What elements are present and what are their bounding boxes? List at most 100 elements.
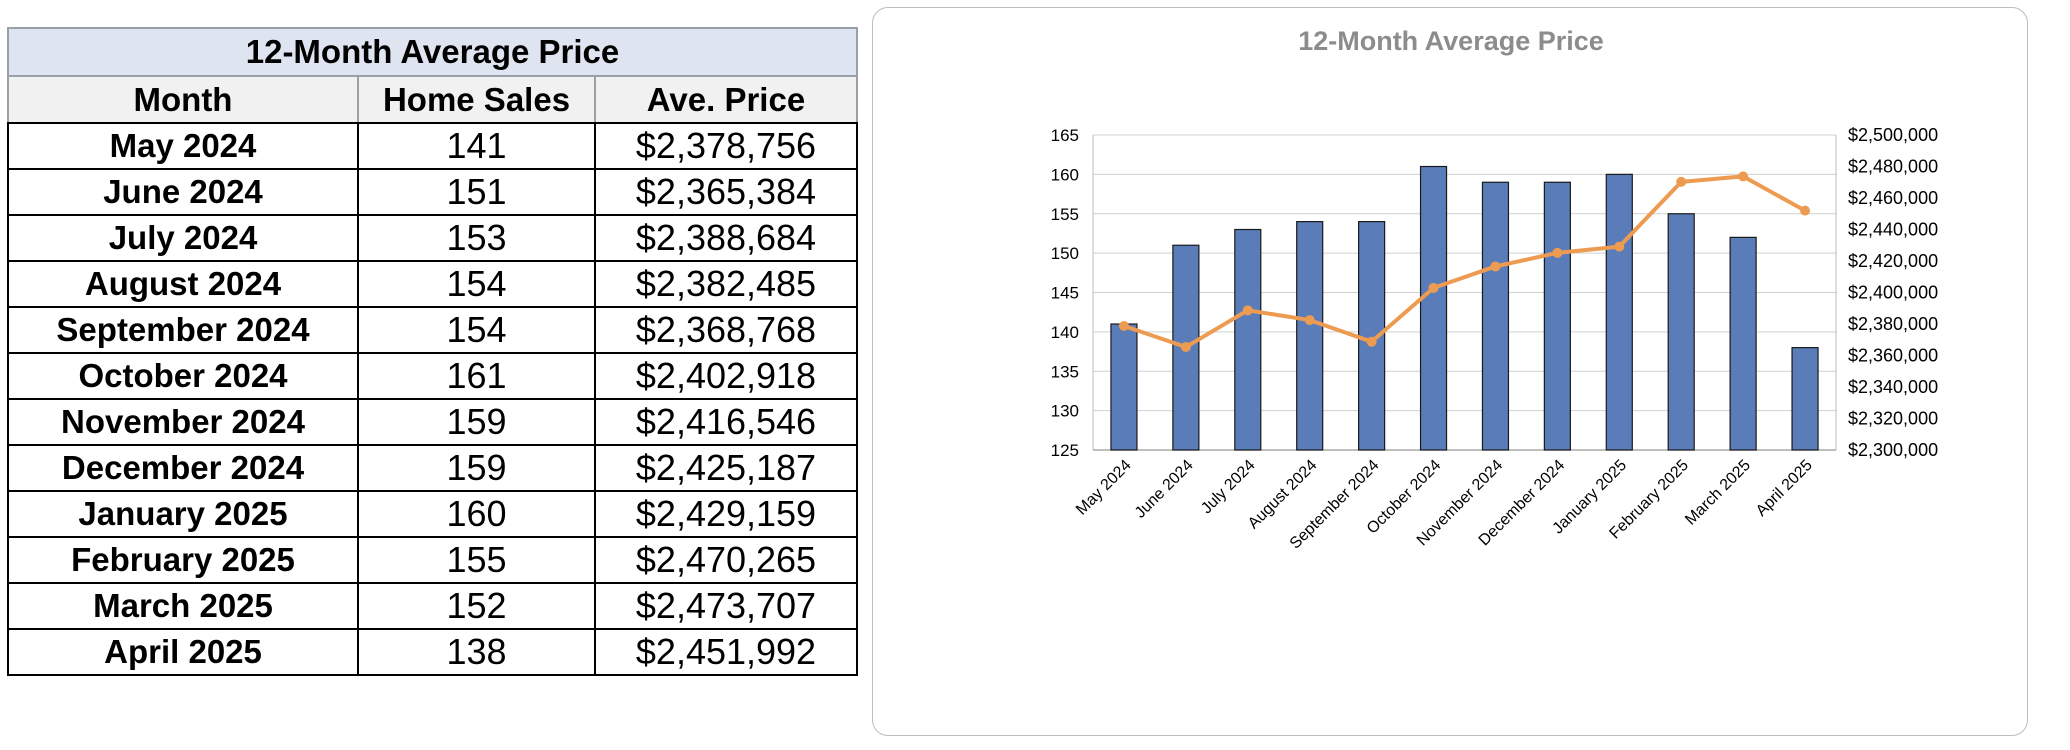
- month-cell: March 2025: [7, 582, 359, 630]
- month-cell: August 2024: [7, 260, 359, 308]
- y2-tick-label: $2,460,000: [1848, 188, 1938, 208]
- price-cell: $2,365,384: [594, 168, 858, 216]
- price-point: [1676, 176, 1687, 187]
- table-row: January 2025 160 $2,429,159: [7, 490, 858, 538]
- y2-tick-label: $2,340,000: [1848, 377, 1938, 397]
- y2-tick-label: $2,440,000: [1848, 220, 1938, 240]
- bar: [1234, 228, 1262, 451]
- month-cell: December 2024: [7, 444, 359, 492]
- x-tick-label: April 2025: [1753, 457, 1816, 520]
- sales-cell: 161: [357, 352, 596, 400]
- price-cell: $2,388,684: [594, 214, 858, 262]
- y2-tick-label: $2,320,000: [1848, 409, 1938, 429]
- sales-cell: 153: [357, 214, 596, 262]
- bar: [1296, 221, 1324, 451]
- bar: [1729, 236, 1757, 451]
- y2-tick-label: $2,380,000: [1848, 314, 1938, 334]
- month-cell: May 2024: [7, 122, 359, 170]
- table-row: June 2024 151 $2,365,384: [7, 168, 858, 216]
- table-row: December 2024 159 $2,425,187: [7, 444, 858, 492]
- price-cell: $2,451,992: [594, 628, 858, 676]
- price-cell: $2,402,918: [594, 352, 858, 400]
- y-tick-label: 140: [1051, 323, 1079, 342]
- price-point: [1180, 342, 1191, 353]
- y2-tick-label: $2,420,000: [1848, 251, 1938, 271]
- chart-panel: 12-Month Average Price 165 160 155 150 145 14…: [872, 7, 2028, 736]
- month-cell: July 2024: [7, 214, 359, 262]
- price-table: 12-Month Average Price Month Home Sales …: [7, 27, 858, 676]
- price-point: [1304, 315, 1315, 326]
- y-tick-label: 145: [1051, 284, 1079, 303]
- combo-chart: 12-Month Average Price 165 160 155 150 145 14…: [1051, 26, 1938, 552]
- sales-cell: 141: [357, 122, 596, 170]
- table-row: August 2024 154 $2,382,485: [7, 260, 858, 308]
- header-month: Month: [7, 75, 359, 124]
- x-tick-label: June 2024: [1132, 457, 1197, 522]
- month-cell: November 2024: [7, 398, 359, 446]
- bar: [1543, 181, 1571, 451]
- y-tick-label: 135: [1051, 362, 1079, 381]
- y-tick-label: 130: [1051, 402, 1079, 421]
- y2-tick-label: $2,480,000: [1848, 157, 1938, 177]
- table-row: April 2025 138 $2,451,992: [7, 628, 858, 676]
- sales-cell: 151: [357, 168, 596, 216]
- bar: [1791, 347, 1819, 451]
- sales-cell: 154: [357, 260, 596, 308]
- month-cell: October 2024: [7, 352, 359, 400]
- price-cell: $2,425,187: [594, 444, 858, 492]
- table-row: October 2024 161 $2,402,918: [7, 352, 858, 400]
- price-point: [1614, 241, 1625, 252]
- price-point: [1428, 282, 1439, 293]
- price-cell: $2,378,756: [594, 122, 858, 170]
- y2-tick-label: $2,500,000: [1848, 125, 1938, 145]
- chart-title: 12-Month Average Price: [1298, 26, 1604, 56]
- price-point: [1366, 336, 1377, 347]
- table-row: November 2024 159 $2,416,546: [7, 398, 858, 446]
- price-cell: $2,429,159: [594, 490, 858, 538]
- y-tick-label: 165: [1051, 126, 1079, 145]
- table-title: 12-Month Average Price: [7, 27, 858, 77]
- x-tick-label: May 2024: [1073, 457, 1135, 519]
- price-cell: $2,382,485: [594, 260, 858, 308]
- header-home-sales: Home Sales: [357, 75, 596, 124]
- sales-cell: 155: [357, 536, 596, 584]
- price-cell: $2,473,707: [594, 582, 858, 630]
- sales-cell: 159: [357, 444, 596, 492]
- price-point: [1118, 320, 1129, 331]
- table-row: September 2024 154 $2,368,768: [7, 306, 858, 354]
- y2-tick-label: $2,360,000: [1848, 346, 1938, 366]
- month-cell: January 2025: [7, 490, 359, 538]
- table-row: March 2025 152 $2,473,707: [7, 582, 858, 630]
- bar: [1667, 213, 1695, 451]
- y-tick-label: 160: [1051, 165, 1079, 184]
- table-row: July 2024 153 $2,388,684: [7, 214, 858, 262]
- table-row: February 2025 155 $2,470,265: [7, 536, 858, 584]
- price-point: [1242, 305, 1253, 316]
- price-cell: $2,368,768: [594, 306, 858, 354]
- table-body: May 2024 141 $2,378,756 June 2024 151 $2,365,…: [7, 122, 858, 676]
- month-cell: June 2024: [7, 168, 359, 216]
- price-cell: $2,470,265: [594, 536, 858, 584]
- price-line: [1123, 174, 1807, 350]
- price-point: [1552, 247, 1563, 258]
- y-tick-label: 155: [1051, 205, 1079, 224]
- x-tick-label: March 2025: [1682, 457, 1754, 529]
- sales-cell: 152: [357, 582, 596, 630]
- bar: [1605, 173, 1633, 451]
- y-tick-label: 150: [1051, 244, 1079, 263]
- table-row: May 2024 141 $2,378,756: [7, 122, 858, 170]
- price-point: [1800, 205, 1811, 216]
- price-point: [1490, 261, 1501, 272]
- y2-tick-label: $2,300,000: [1848, 440, 1938, 460]
- month-cell: February 2025: [7, 536, 359, 584]
- month-cell: September 2024: [7, 306, 359, 354]
- y2-tick-label: $2,400,000: [1848, 283, 1938, 303]
- price-cell: $2,416,546: [594, 398, 858, 446]
- sales-cell: 154: [357, 306, 596, 354]
- price-point: [1738, 171, 1749, 182]
- sales-cell: 159: [357, 398, 596, 446]
- header-ave-price: Ave. Price: [594, 75, 858, 124]
- bar: [1481, 181, 1510, 451]
- bar: [1419, 165, 1448, 451]
- month-cell: April 2025: [7, 628, 359, 676]
